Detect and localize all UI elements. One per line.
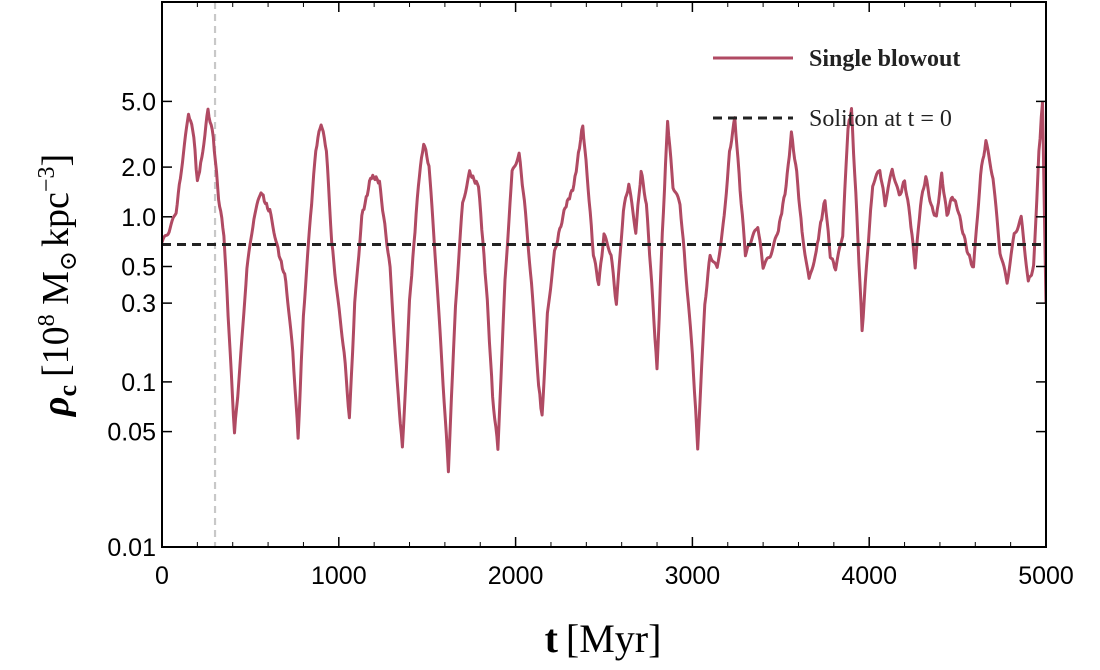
- y-axis-label: ρc[108 M⊙kpc−3]: [34, 154, 82, 417]
- y-tick-label: 0.05: [107, 419, 156, 447]
- x-tick-label: 4000: [841, 562, 897, 590]
- y-tick-label: 0.3: [121, 290, 156, 318]
- y-tick-label: 2.0: [121, 154, 156, 182]
- y-axis: 0.01 0.05 0.1 0.3 0.5 1.0 2.0 5.0: [107, 88, 1046, 562]
- plot-area: [161, 1, 1047, 548]
- legend-label: Soliton at t = 0: [809, 106, 952, 132]
- x-tick-label: 5000: [1018, 562, 1074, 590]
- x-tick-label: 0: [155, 562, 169, 590]
- y-tick-label: 0.01: [107, 534, 156, 562]
- legend-label: Single blowout: [809, 46, 960, 72]
- x-tick-label: 1000: [311, 562, 367, 590]
- y-tick-label: 1.0: [121, 204, 156, 232]
- x-axis-label: t [Myr]: [545, 616, 662, 661]
- series-line-single-blowout: [162, 101, 1046, 474]
- plot-frame: [161, 1, 1047, 548]
- x-axis: 0 1000 2000 3000 4000 5000: [155, 2, 1074, 590]
- y-tick-label: 0.5: [121, 254, 156, 282]
- x-tick-label: 2000: [488, 562, 544, 590]
- x-tick-label: 3000: [665, 562, 721, 590]
- legend: Single blowout Soliton at t = 0: [713, 46, 960, 132]
- y-tick-label: 0.1: [121, 369, 156, 397]
- y-tick-label: 5.0: [121, 88, 156, 116]
